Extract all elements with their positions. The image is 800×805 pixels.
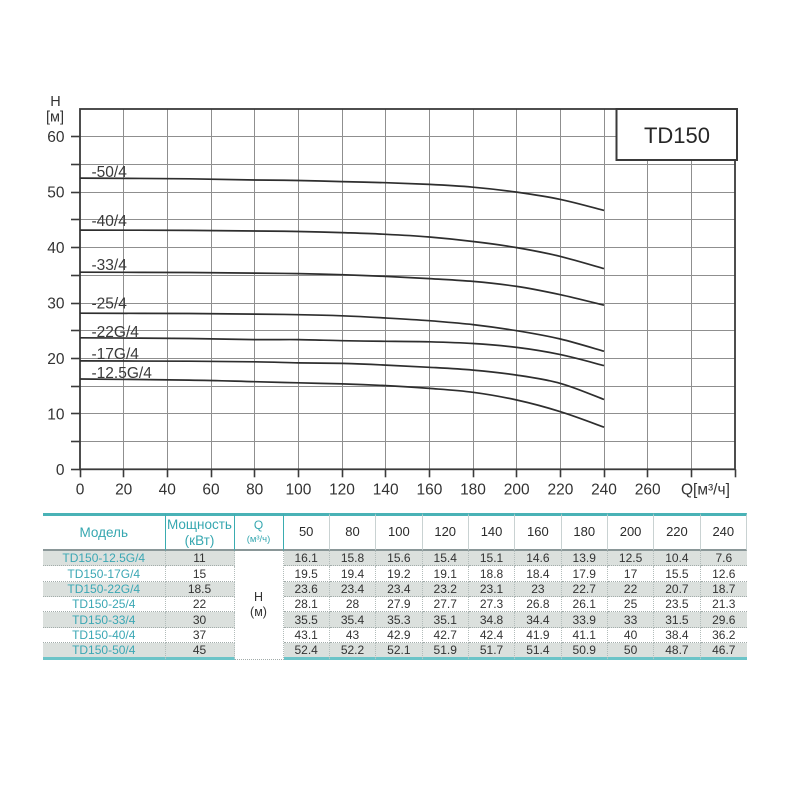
- svg-text:-25/4: -25/4: [92, 296, 128, 313]
- svg-text:TD150: TD150: [644, 123, 710, 148]
- svg-text:160: 160: [416, 482, 442, 499]
- svg-text:-22G/4: -22G/4: [92, 324, 140, 341]
- svg-text:50: 50: [47, 185, 65, 202]
- svg-text:220: 220: [547, 482, 573, 499]
- svg-text:0: 0: [76, 482, 85, 499]
- svg-text:-40/4: -40/4: [92, 213, 128, 230]
- svg-text:-12.5G/4: -12.5G/4: [92, 365, 153, 382]
- svg-text:-17G/4: -17G/4: [92, 346, 140, 363]
- svg-text:H: H: [50, 94, 60, 110]
- svg-text:60: 60: [202, 482, 220, 499]
- svg-text:200: 200: [504, 482, 530, 499]
- svg-text:20: 20: [47, 351, 65, 368]
- svg-text:-33/4: -33/4: [92, 257, 128, 274]
- svg-text:10: 10: [47, 406, 65, 423]
- svg-text:0: 0: [56, 462, 65, 479]
- svg-text:20: 20: [115, 482, 133, 499]
- svg-text:60: 60: [47, 129, 65, 146]
- svg-text:-50/4: -50/4: [92, 164, 128, 181]
- svg-text:Q[м³/ч]: Q[м³/ч]: [681, 482, 730, 499]
- svg-text:[м]: [м]: [46, 110, 64, 126]
- svg-text:40: 40: [159, 482, 177, 499]
- svg-text:30: 30: [47, 296, 65, 313]
- svg-text:140: 140: [373, 482, 399, 499]
- svg-text:40: 40: [47, 240, 65, 257]
- svg-text:100: 100: [285, 482, 311, 499]
- svg-text:80: 80: [246, 482, 264, 499]
- svg-text:180: 180: [460, 482, 486, 499]
- svg-text:120: 120: [329, 482, 355, 499]
- svg-text:260: 260: [635, 482, 661, 499]
- svg-text:240: 240: [591, 482, 617, 499]
